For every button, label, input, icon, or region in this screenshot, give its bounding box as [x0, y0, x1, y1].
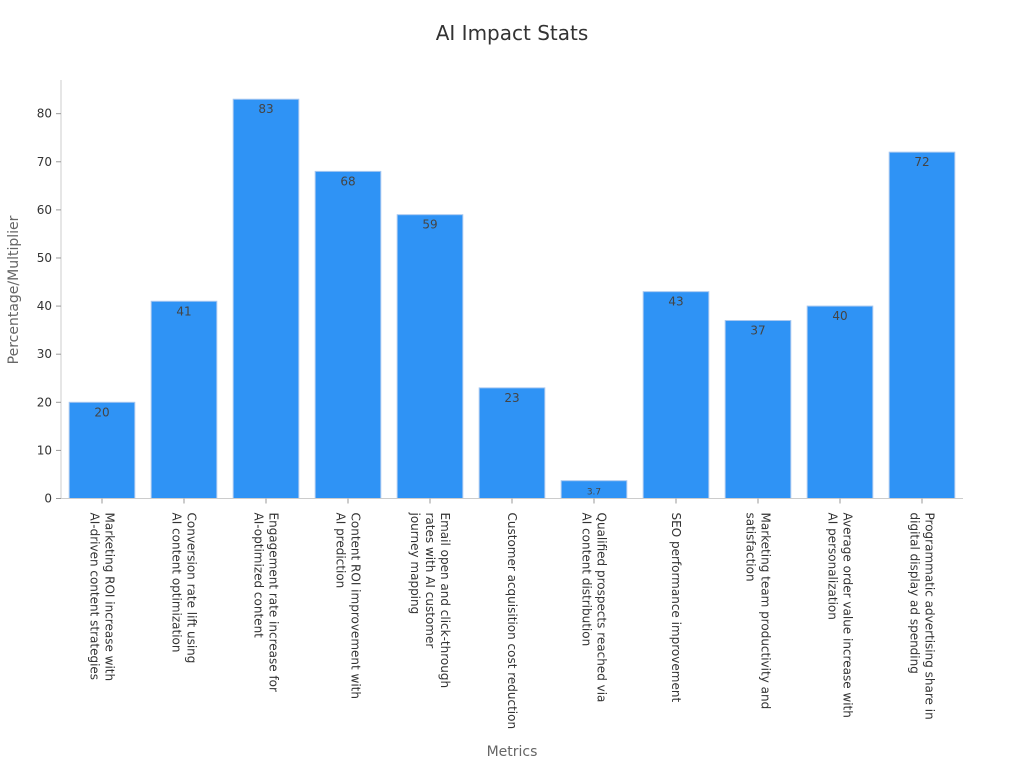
bar — [232, 98, 300, 499]
y-tick-label: 10 — [37, 443, 52, 457]
data-label: 37 — [750, 324, 765, 338]
x-tick-label: Marketing ROI increase withAI-driven con… — [88, 513, 117, 682]
y-tick-label: 70 — [37, 155, 52, 169]
bar — [396, 214, 464, 499]
bar — [314, 170, 382, 499]
y-tick-label: 40 — [37, 299, 52, 313]
x-tick-label: Email open and click-throughrates with A… — [408, 512, 452, 689]
bar — [68, 401, 136, 499]
y-tick-label: 60 — [37, 203, 52, 217]
y-axis: 0 10 20 30 40 50 60 70 80 — [37, 80, 62, 506]
x-tick-label: Customer acquisition cost reduction — [505, 513, 519, 730]
data-label: 59 — [422, 218, 437, 232]
bar — [806, 305, 874, 499]
y-axis-title: Percentage/Multiplier — [6, 215, 22, 364]
bars-group: 20 41 83 68 59 23 3.7 43 37 40 72 — [68, 98, 956, 500]
data-label: 3.7 — [587, 488, 601, 498]
x-tick-label: Qualified prospects reached viaAI conten… — [580, 513, 609, 703]
data-label: 72 — [914, 155, 929, 169]
bar — [724, 320, 792, 499]
x-tick-label: Programmatic advertising share indigital… — [908, 513, 937, 720]
bar — [888, 151, 956, 499]
data-label: 41 — [176, 304, 191, 318]
x-tick-label: SEO performance improvement — [669, 513, 683, 703]
y-tick-label: 20 — [37, 395, 52, 409]
x-tick-label: Marketing team productivity andsatisfact… — [744, 513, 773, 710]
bar — [642, 291, 710, 500]
chart-title: AI Impact Stats — [436, 21, 589, 45]
y-tick-label: 50 — [37, 251, 52, 265]
data-label: 40 — [832, 309, 847, 323]
data-label: 68 — [340, 174, 355, 188]
y-tick-label: 80 — [37, 107, 52, 121]
y-tick-label: 30 — [37, 347, 52, 361]
data-label: 43 — [668, 295, 683, 309]
data-label: 83 — [258, 102, 273, 116]
y-tick-label: 0 — [44, 492, 52, 506]
x-tick-label: Content ROI improvement withAI predictio… — [334, 513, 363, 699]
data-label: 20 — [94, 405, 109, 419]
x-axis: Marketing ROI increase withAI-driven con… — [61, 498, 963, 730]
data-label: 23 — [504, 391, 519, 405]
x-tick-label: Engagement rate increase forAI-optimized… — [252, 513, 281, 693]
x-tick-label: Average order value increase withAI pers… — [826, 513, 855, 718]
bar — [478, 387, 546, 499]
bar — [150, 300, 218, 499]
x-axis-title: Metrics — [487, 744, 538, 760]
x-tick-label: Conversion rate lift usingAI content opt… — [170, 513, 199, 664]
